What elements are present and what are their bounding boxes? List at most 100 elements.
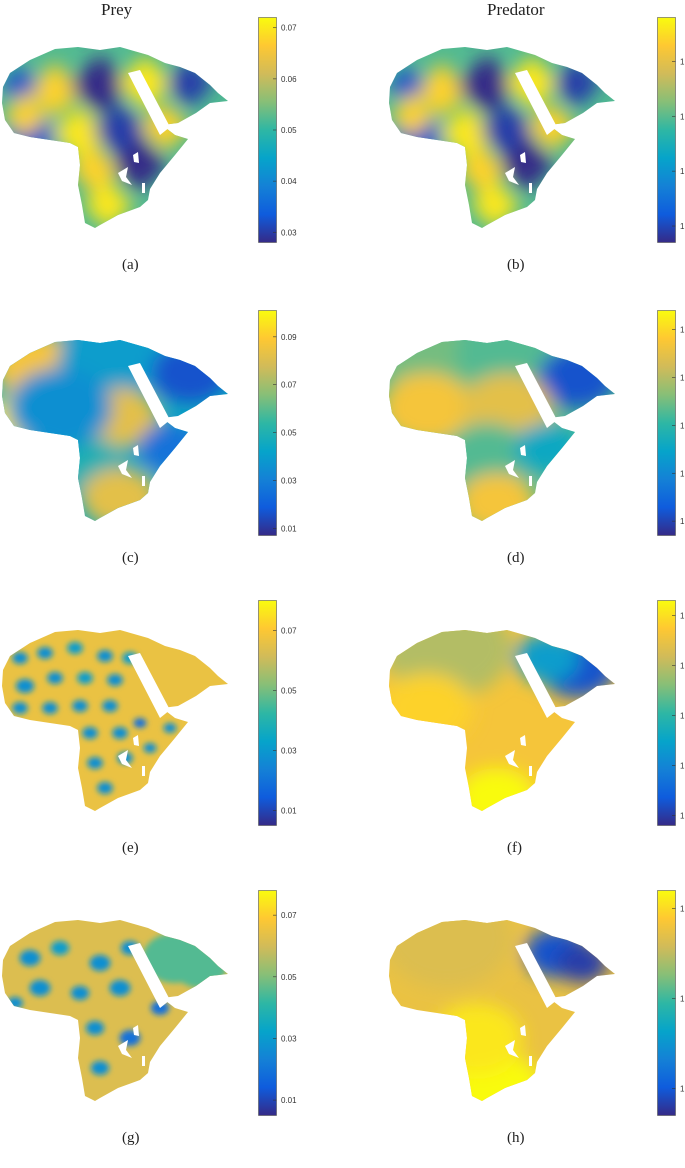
colorbar-tick-label: 1.4 (680, 421, 685, 430)
colorbar-tick-label: 0.01 (281, 1096, 297, 1105)
map-heatmap (389, 47, 615, 228)
colorbar-tick-label: 0.05 (281, 973, 297, 982)
colorbar: 1.4 1.3 1.2 1.1 (657, 17, 685, 243)
panel-caption: (a) (122, 257, 139, 273)
panel-caption: (h) (507, 1130, 525, 1146)
field-region (107, 674, 123, 686)
field-region (109, 980, 131, 996)
field-region (431, 1003, 523, 1073)
field-region (389, 373, 473, 443)
field-region (97, 782, 113, 794)
colorbar-scale (657, 310, 676, 536)
lake-gap (133, 1025, 139, 1036)
panel-a: 0.07 0.06 0.05 0.04 0.03 (a) (0, 5, 340, 295)
lake-gap (133, 445, 139, 456)
colorbar-tick-label: 0.03 (281, 476, 297, 485)
colorbar-tick-label: 1.1 (680, 222, 685, 231)
field-region (12, 702, 28, 714)
colorbar-tick-label: 0.07 (281, 24, 297, 33)
colorbar-tick-label: 1.3 (680, 112, 685, 121)
field-region (26, 61, 84, 119)
field-region (458, 473, 536, 521)
sea-gap (515, 70, 557, 135)
panel-e: 0.07 0.05 0.03 0.01 (e) (0, 588, 340, 878)
sea-gap (128, 70, 170, 135)
lake-gap (118, 167, 132, 185)
field-region (90, 1061, 110, 1075)
field-region (556, 943, 608, 983)
colorbar: 1.6 1.5 1.4 1.3 1.2 (657, 310, 685, 536)
lake-gap (118, 750, 132, 768)
panel-b: 1.4 1.3 1.2 1.1 (b) (387, 5, 685, 295)
lake-gap (142, 476, 145, 486)
field-region (455, 53, 519, 117)
field-region (455, 340, 559, 393)
lake-gap (520, 152, 526, 163)
lake-gap (142, 183, 145, 193)
colorbar-tick-label: 0.07 (281, 627, 297, 636)
colorbar-tick-label: 0.07 (281, 381, 297, 390)
field-region (77, 672, 93, 684)
sea-gap (515, 943, 557, 1008)
colorbar-tick-label: 1.6 (680, 612, 685, 621)
field-region (163, 723, 177, 733)
field-region (133, 718, 147, 728)
colorbar-tick-label: 0.03 (281, 747, 297, 756)
colorbar: 0.09 0.07 0.05 0.03 0.01 (258, 310, 297, 536)
sea-gap (128, 363, 170, 428)
colorbar: 0.07 0.06 0.05 0.04 0.03 (258, 17, 297, 243)
panel-caption: (f) (507, 840, 522, 856)
lake-gap (529, 1056, 532, 1066)
sea-gap (515, 653, 557, 718)
colorbar-tick-label: 0.05 (281, 429, 297, 438)
colorbar-tick-label: 1.2 (680, 812, 685, 821)
column-title-prey: Prey (101, 0, 133, 19)
lake-gap (520, 735, 526, 746)
sea-gap (128, 653, 170, 718)
map-heatmap (2, 47, 228, 228)
colorbar-tick-label: 1.3 (680, 469, 685, 478)
colorbar-tick-label: 0.01 (281, 807, 297, 816)
field-region (174, 948, 226, 988)
lake-gap (118, 1040, 132, 1058)
panel-caption: (c) (122, 550, 139, 566)
colorbar-tick-label: 1.5 (680, 662, 685, 671)
field-region (85, 1021, 105, 1035)
colorbar: 1.5 1.4 1.3 (657, 890, 685, 1116)
colorbar-scale (657, 17, 676, 243)
map-heatmap (2, 630, 228, 811)
field-region (458, 768, 536, 811)
field-region (137, 423, 203, 473)
colorbar-tick-label: 0.07 (281, 911, 297, 920)
field-region (151, 343, 228, 403)
lake-gap (529, 766, 532, 776)
field-region (82, 727, 98, 739)
panel-caption: (b) (507, 257, 525, 273)
colorbar-scale (258, 890, 277, 1116)
colorbar-scale (657, 890, 676, 1116)
panel-caption: (e) (122, 840, 139, 856)
map-heatmap (389, 340, 615, 521)
field-region (12, 652, 28, 664)
lake-gap (520, 445, 526, 456)
lake-gap (505, 750, 519, 768)
colorbar-tick-label: 1.4 (680, 57, 685, 66)
colorbar-tick-label: 1.3 (680, 1085, 685, 1094)
map-heatmap (389, 630, 615, 811)
colorbar-scale (258, 600, 277, 826)
lake-gap (133, 152, 139, 163)
field-region (37, 647, 53, 659)
colorbar-scale (657, 600, 676, 826)
panel-d: 1.6 1.5 1.4 1.3 1.2 (d) (387, 298, 685, 588)
colorbar-tick-label: 0.03 (281, 228, 297, 237)
colorbar-tick-label: 1.4 (680, 995, 685, 1004)
field-region (97, 650, 113, 662)
field-region (389, 920, 512, 988)
field-region (102, 700, 118, 712)
lake-gap (520, 1025, 526, 1036)
lake-gap (529, 183, 532, 193)
column-title-predator: Predator (487, 0, 545, 19)
field-region (389, 630, 512, 698)
field-region (19, 950, 41, 966)
field-region (29, 980, 51, 996)
